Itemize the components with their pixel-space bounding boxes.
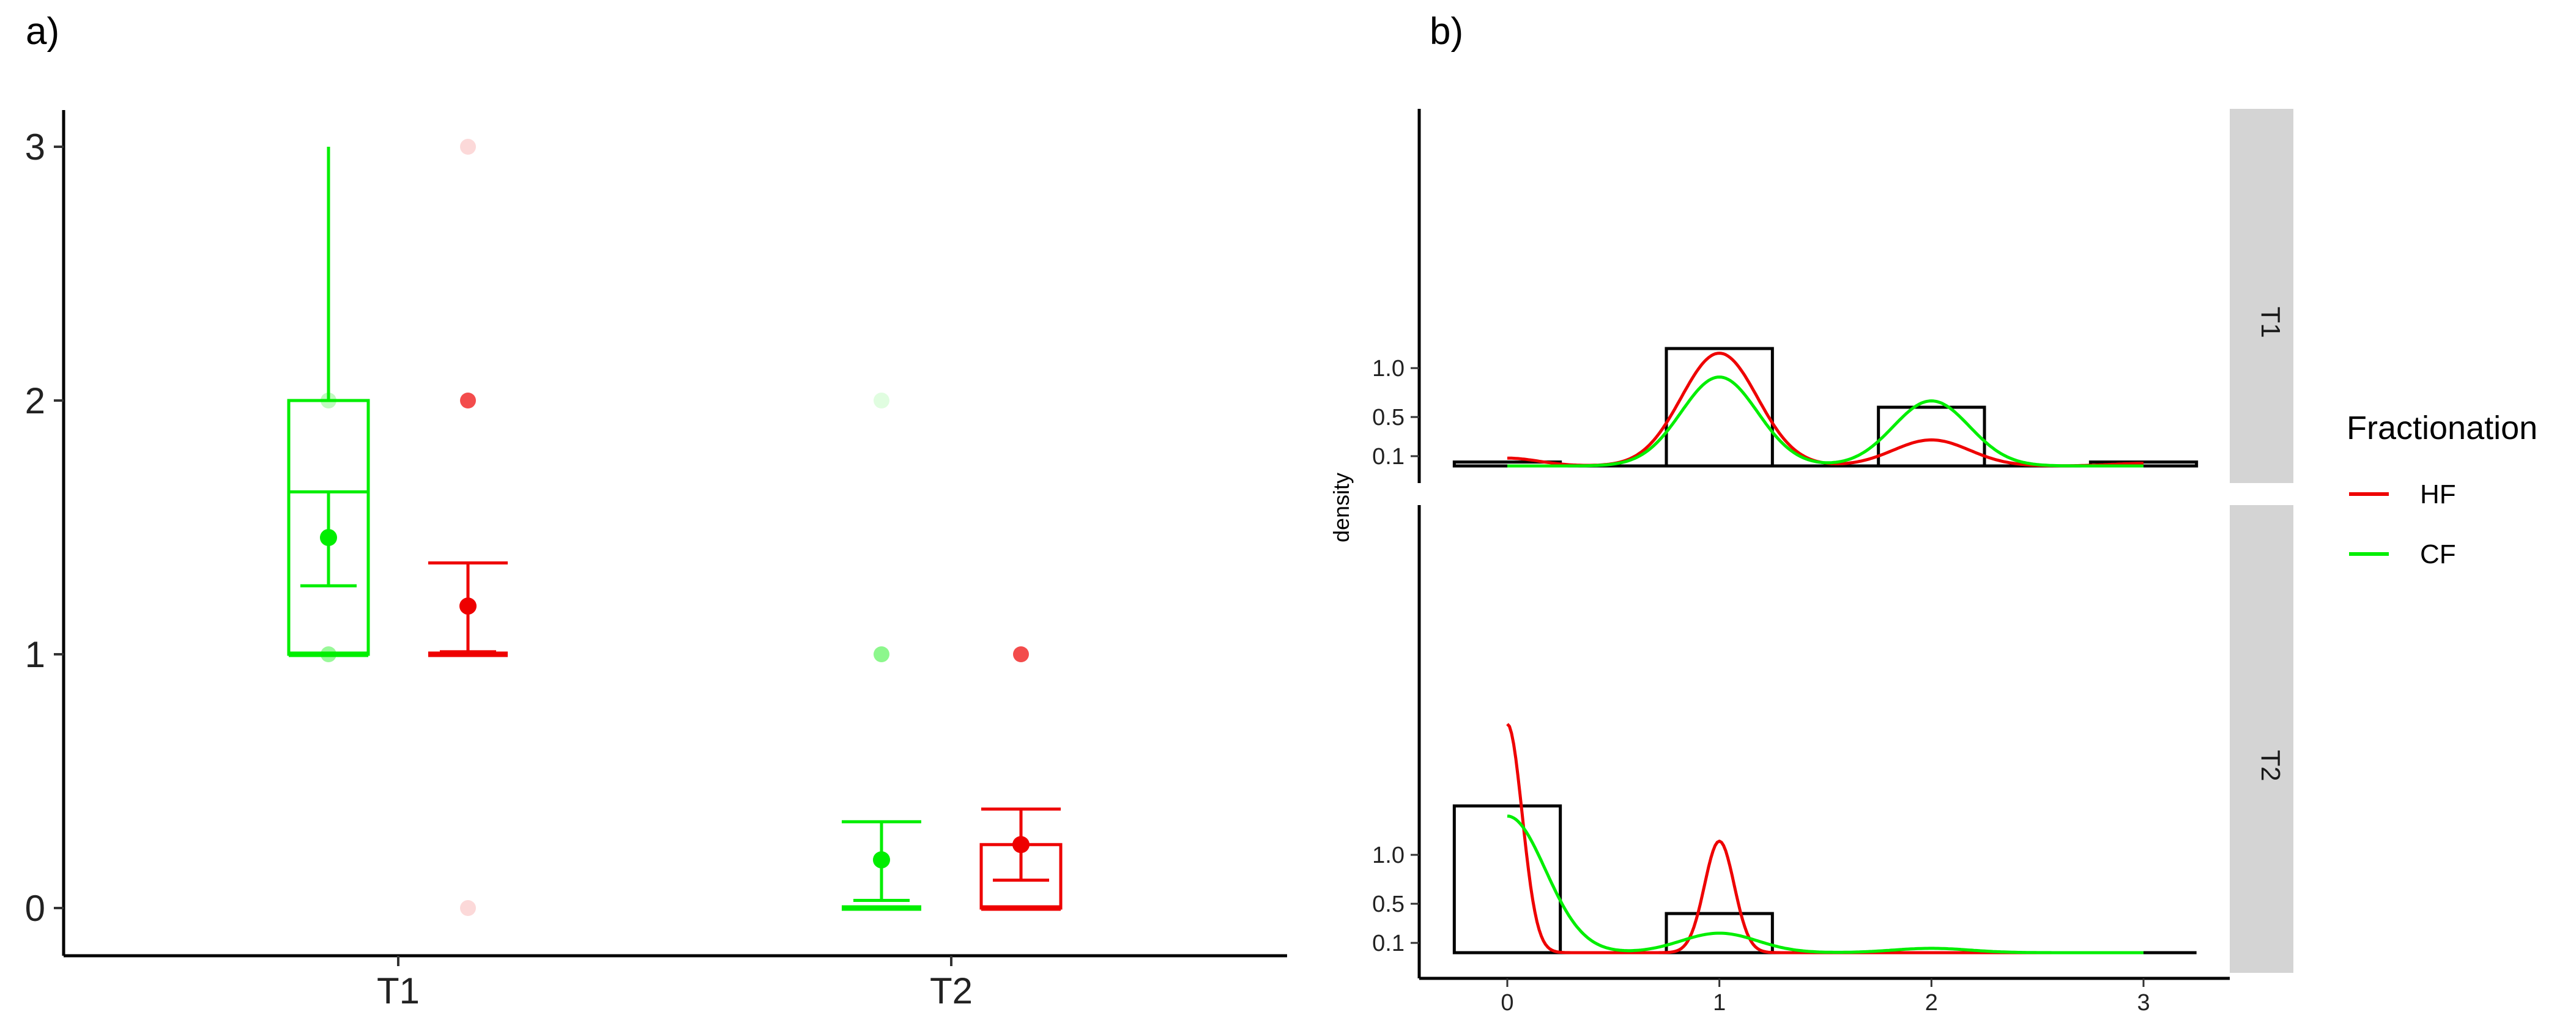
- outlier-point-t1-hf: [460, 139, 476, 155]
- x-tick-label: 0: [1501, 990, 1513, 1016]
- outlier-point-t2-cf: [874, 393, 889, 408]
- boxplot-panel: 0 1 2 3 T1 T2: [25, 110, 1287, 1011]
- mean-point-t2-cf: [873, 851, 890, 869]
- box-group-t2-hf: [979, 646, 1063, 911]
- mean-point-t2-hf: [1012, 836, 1030, 854]
- density-panel: T1 0.1 0.5 1.0 T2 0.1 0.5 1.0 0 1 2 3 density F…: [1329, 109, 2537, 1016]
- panel-a-label: a): [26, 10, 59, 53]
- y-tick-label-t2: 1.0: [1372, 843, 1405, 868]
- density-curve-t2-hf: [1506, 723, 2144, 955]
- panel-b-label: b): [1430, 10, 1463, 53]
- y-tick-label: 1: [25, 634, 45, 675]
- panel-a-x-ticks: T1 T2: [377, 956, 973, 1011]
- histogram-bar-t1: [1877, 405, 1986, 468]
- facet-t2-y-ticks: 0.1 0.5 1.0: [1372, 843, 1419, 956]
- legend-title: Fractionation: [2347, 410, 2537, 446]
- x-tick-label-t1: T1: [377, 970, 420, 1011]
- box-group-t1-hf: [428, 139, 508, 916]
- outlier-point-t2-cf: [874, 646, 889, 662]
- mean-point-t1-hf: [459, 597, 477, 615]
- facet-t1-histogram: [1452, 347, 2199, 468]
- facet-strip-t2: [2230, 505, 2293, 973]
- y-tick-label-t1: 1.0: [1372, 356, 1405, 382]
- facet-t2-density-curves: [1506, 723, 2144, 955]
- facet-strip-t1: [2230, 109, 2293, 483]
- box-group-t1-cf: [287, 147, 370, 662]
- outlier-point-t1-hf: [460, 393, 476, 408]
- x-tick-label: 3: [2137, 990, 2150, 1016]
- facet-t1-y-ticks: 0.1 0.5 1.0: [1372, 356, 1419, 470]
- facet-t2-histogram: [1452, 804, 2197, 955]
- histogram-bar-t2: [1665, 912, 1774, 955]
- y-tick-label-t2: 0.5: [1372, 892, 1405, 917]
- y-tick-label: 3: [25, 127, 45, 168]
- y-tick-label-t1: 0.5: [1372, 405, 1405, 430]
- x-tick-label: 1: [1713, 990, 1726, 1016]
- x-tick-label-t2: T2: [930, 970, 973, 1011]
- panel-b-y-axis-title: density: [1329, 473, 1354, 542]
- x-tick-label: 2: [1925, 990, 1938, 1016]
- box-group-t2-cf: [842, 393, 921, 911]
- histogram-bar-t1: [1665, 347, 1774, 468]
- density-curve-t1-hf: [1507, 352, 2144, 468]
- legend-label-cf: CF: [2420, 539, 2456, 569]
- facet-t2: T2 0.1 0.5 1.0 0 1 2 3: [1372, 505, 2293, 1016]
- facet-t1: T1 0.1 0.5 1.0: [1372, 109, 2293, 483]
- facet-strip-t2-label: T2: [2255, 750, 2285, 781]
- facet-strip-t1-label: T1: [2255, 306, 2285, 338]
- panel-a-marks: [287, 139, 1063, 916]
- density-curve-t1-cf: [1507, 375, 2144, 468]
- panel-a-y-ticks: 0 1 2 3: [25, 127, 64, 929]
- density-curve-t2-cf: [1507, 814, 2144, 955]
- y-tick-label: 0: [25, 888, 45, 929]
- legend-label-hf: HF: [2420, 479, 2456, 509]
- facet-t1-density-curves: [1507, 352, 2144, 468]
- panel-b-x-ticks: 0 1 2 3: [1501, 978, 2150, 1016]
- y-tick-label-t2: 0.1: [1372, 931, 1405, 956]
- legend: Fractionation HF CF: [2347, 410, 2537, 569]
- histogram-bar-t2: [1452, 804, 1562, 955]
- y-tick-label: 2: [25, 380, 45, 421]
- outlier-point-t1-hf: [460, 900, 476, 916]
- mean-point-t1-cf: [320, 529, 337, 547]
- outlier-point-t2-hf: [1013, 646, 1029, 662]
- y-tick-label-t1: 0.1: [1372, 444, 1405, 470]
